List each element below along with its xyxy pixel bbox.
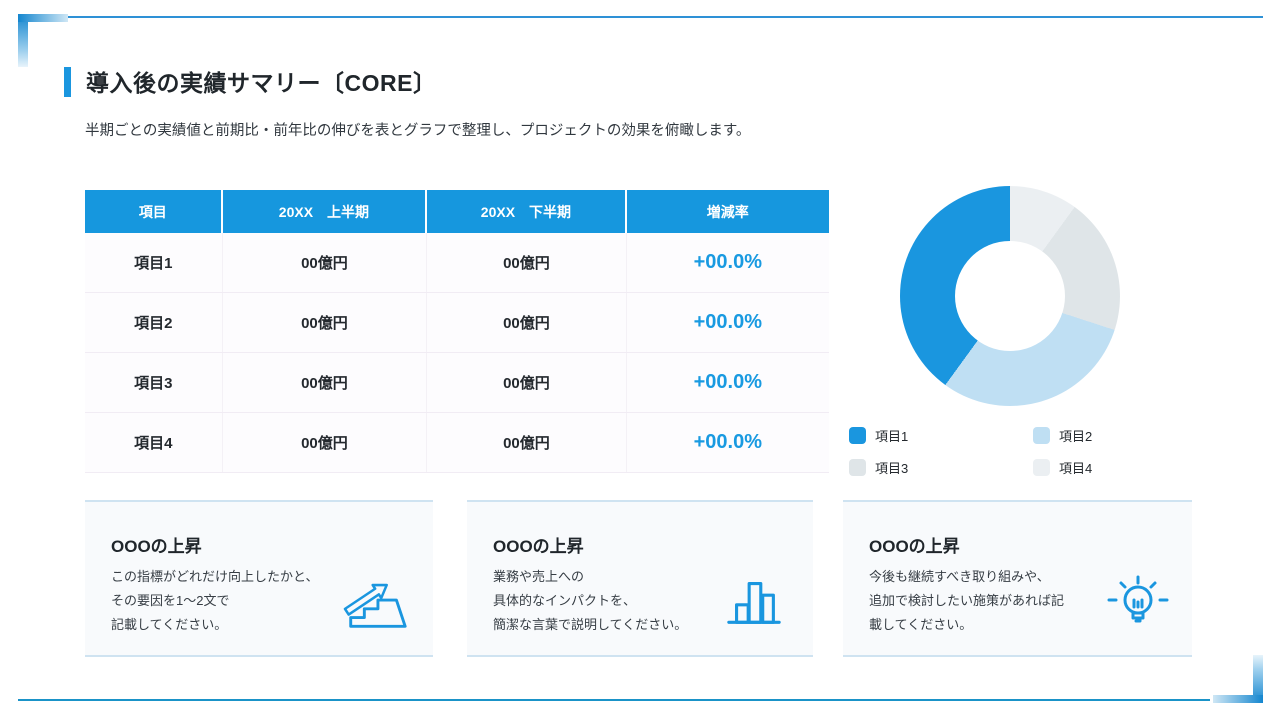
- bottom-accent-line: [18, 699, 1210, 701]
- row-change-rate-value: +00.0%: [693, 431, 762, 453]
- top-left-corner-accent: [18, 14, 28, 67]
- row-second-half-value: 00億円: [427, 233, 627, 292]
- table-row: 項目4 00億円 00億円 +00.0%: [85, 413, 829, 473]
- chart-legend: 項目1 項目2 項目3 項目4: [849, 426, 1193, 477]
- card-body: 業務や売上への 具体的なインパクトを、 簡潔な言葉で説明してください。: [493, 565, 687, 637]
- performance-table: 項目 20XX 上半期 20XX 下半期 増減率 項目1 00億円 00億円 +…: [85, 190, 829, 473]
- legend-item: 項目3: [849, 458, 1033, 477]
- card-body-line: 業務や売上への: [493, 569, 585, 584]
- row-item-label: 項目4: [85, 413, 223, 472]
- card-body-line: その要因を1〜2文で: [111, 593, 230, 609]
- row-second-half-value: 00億円: [427, 353, 627, 412]
- bar-chart-icon: [723, 569, 785, 631]
- title-accent-bar: [64, 67, 71, 97]
- lightbulb-icon: [1106, 573, 1170, 637]
- table-row: 項目2 00億円 00億円 +00.0%: [85, 293, 829, 353]
- legend-swatch: [1033, 427, 1050, 444]
- legend-item: 項目2: [1033, 426, 1193, 445]
- top-left-corner-accent: [18, 14, 68, 22]
- row-second-half-value: 00億円: [427, 413, 627, 472]
- card-body-line: 載してください。: [869, 617, 973, 633]
- row-first-half-value: 00億円: [223, 353, 428, 412]
- top-accent-line: [57, 16, 1263, 18]
- table-header-first-half: 20XX 上半期: [222, 190, 428, 233]
- legend-label: 項目2: [1059, 429, 1093, 444]
- table-header-second-half: 20XX 下半期: [427, 190, 627, 233]
- row-first-half-value: 00億円: [223, 233, 428, 292]
- card-title: OOOの上昇: [493, 537, 584, 556]
- row-item-label: 項目2: [85, 293, 223, 352]
- donut-chart: [900, 186, 1120, 406]
- card-body-line: 簡潔な言葉で説明してください。: [493, 617, 688, 633]
- row-first-half-value: 00億円: [223, 413, 428, 472]
- legend-item: 項目4: [1033, 458, 1193, 477]
- row-change-rate-value: +00.0%: [693, 251, 762, 273]
- card-body-line: 追加で検討したい施策があれば記: [869, 593, 1065, 609]
- summary-card-improvement: OOOの上昇 この指標がどれだけ向上したかと、 その要因を1〜2文で 記載してく…: [85, 500, 433, 657]
- table-header-item: 項目: [85, 190, 223, 233]
- legend-label: 項目1: [875, 429, 909, 444]
- row-change-rate-value: +00.0%: [693, 311, 762, 333]
- legend-swatch: [849, 459, 866, 476]
- card-body-line: 今後も継続すべき取り組みや、: [869, 569, 1050, 584]
- card-body-line: 具体的なインパクトを、: [493, 593, 637, 609]
- table-row: 項目1 00億円 00億円 +00.0%: [85, 233, 829, 293]
- row-second-half-value: 00億円: [427, 293, 627, 352]
- legend-swatch: [1033, 459, 1050, 476]
- stairs-up-arrow-icon: [341, 571, 411, 631]
- donut-hole: [955, 241, 1065, 351]
- bottom-right-corner-accent: [1213, 695, 1263, 703]
- card-body-line: この指標がどれだけ向上したかと、: [111, 569, 319, 584]
- row-change-rate-value: +00.0%: [693, 371, 762, 393]
- card-body-line: 記載してください。: [111, 617, 228, 633]
- table-row: 項目3 00億円 00億円 +00.0%: [85, 353, 829, 413]
- table-header-row: 項目 20XX 上半期 20XX 下半期 増減率: [85, 190, 829, 233]
- legend-swatch: [849, 427, 866, 444]
- legend-label: 項目3: [875, 461, 909, 476]
- row-item-label: 項目1: [85, 233, 223, 292]
- summary-card-next-steps: OOOの上昇 今後も継続すべき取り組みや、 追加で検討したい施策があれば記 載し…: [843, 500, 1192, 657]
- legend-label: 項目4: [1059, 461, 1093, 476]
- card-title: OOOの上昇: [111, 537, 202, 556]
- row-first-half-value: 00億円: [223, 293, 428, 352]
- card-body: この指標がどれだけ向上したかと、 その要因を1〜2文で 記載してください。: [111, 565, 318, 637]
- table-header-change-rate: 増減率: [626, 190, 829, 233]
- bottom-right-corner-accent: [1253, 655, 1263, 703]
- summary-card-impact: OOOの上昇 業務や売上への 具体的なインパクトを、 簡潔な言葉で説明してくださ…: [467, 500, 813, 657]
- page-title: 導入後の実績サマリー〔CORE〕: [86, 70, 437, 96]
- row-item-label: 項目3: [85, 353, 223, 412]
- card-body: 今後も継続すべき取り組みや、 追加で検討したい施策があれば記 載してください。: [869, 565, 1064, 637]
- card-title: OOOの上昇: [869, 537, 960, 556]
- page-subtitle: 半期ごとの実績値と前期比・前年比の伸びを表とグラフで整理し、プロジェクトの効果を…: [85, 123, 751, 139]
- legend-item: 項目1: [849, 426, 1033, 445]
